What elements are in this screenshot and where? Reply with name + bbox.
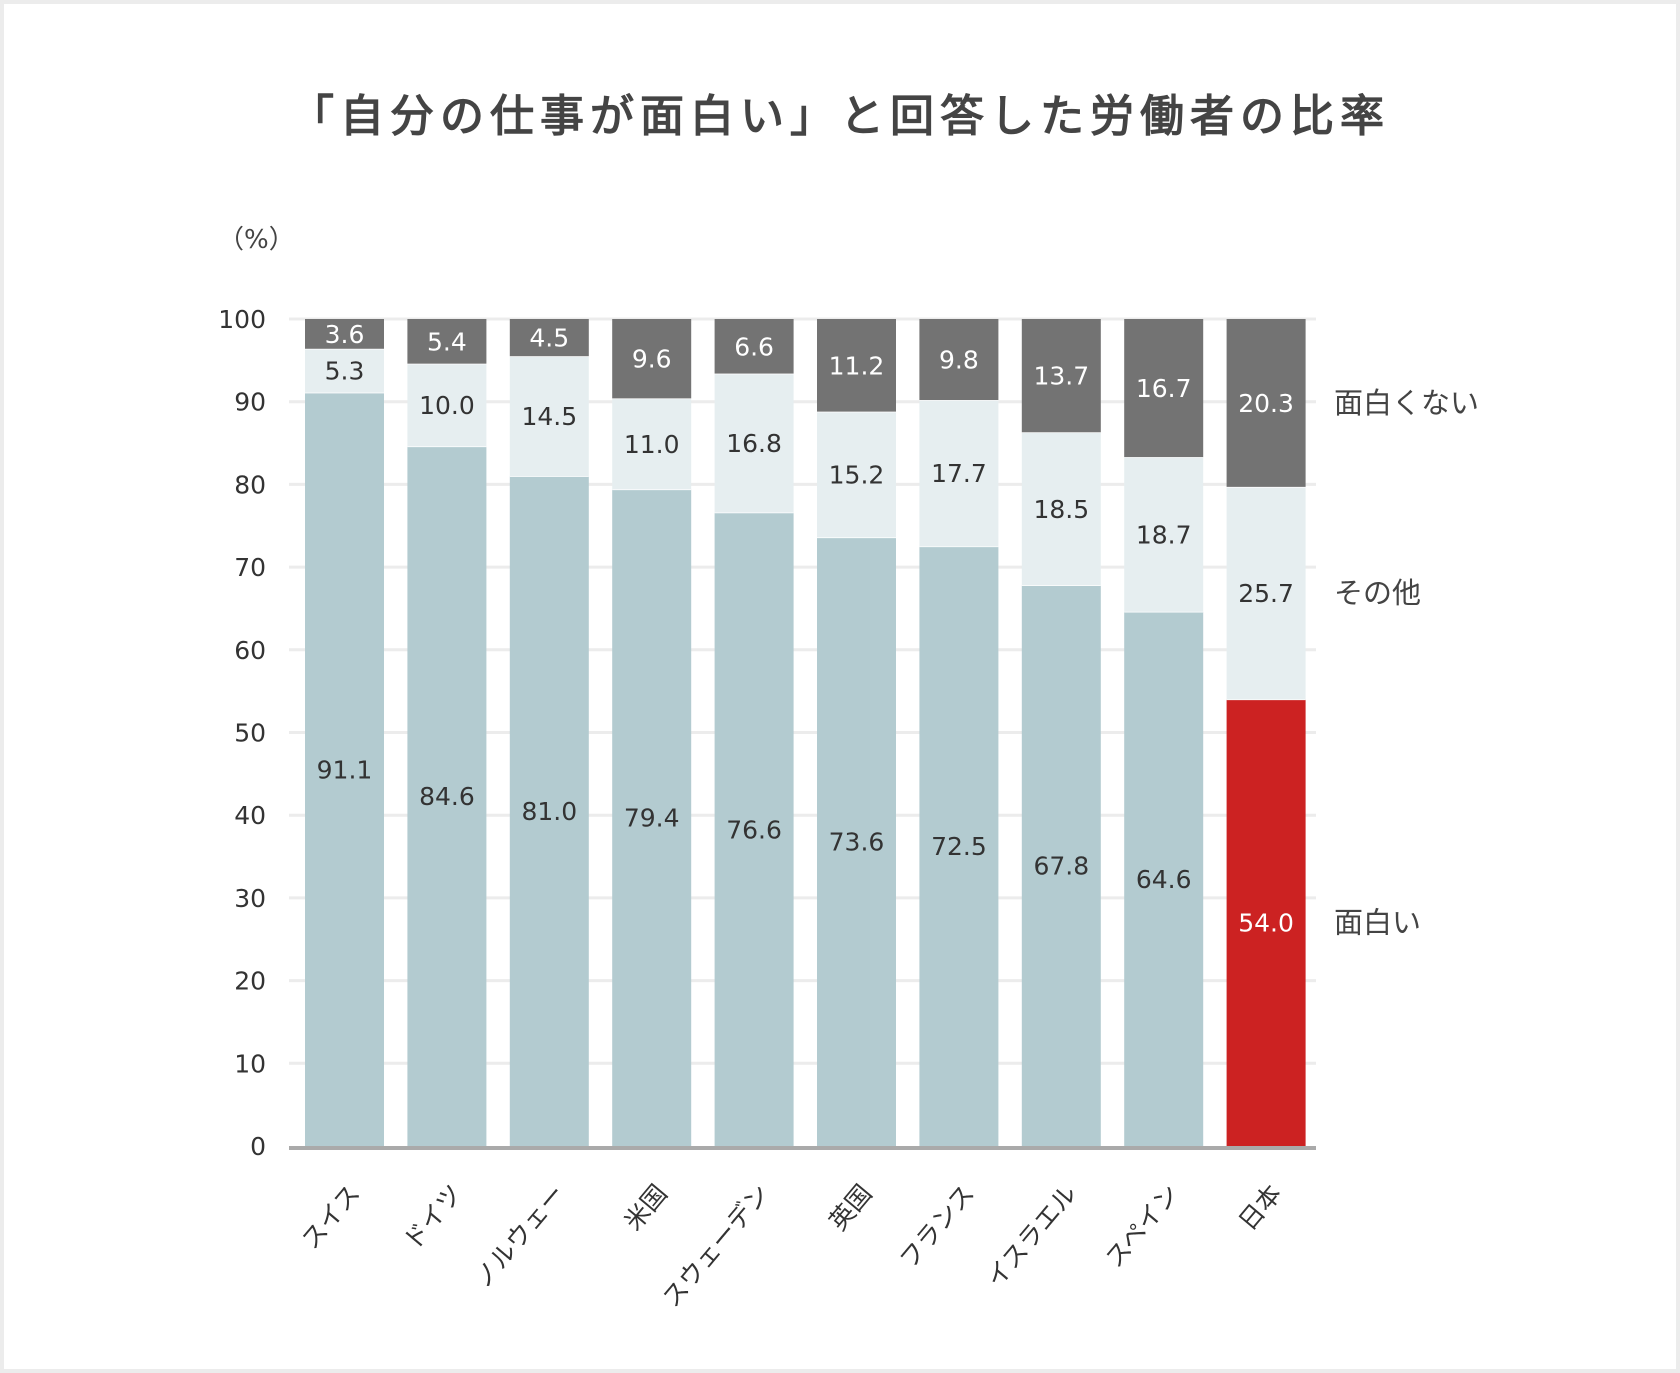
bar-segment: [1124, 457, 1204, 612]
bar-segment: [919, 400, 999, 547]
y-axis-label: （%）: [218, 225, 295, 255]
y-tick-label: 50: [234, 719, 266, 748]
bar-segment: [919, 546, 999, 1146]
bar-segment: [714, 319, 794, 374]
x-tick-label: イスラエル: [980, 1179, 1082, 1293]
data-label: 11.0: [624, 430, 680, 459]
data-label: 11.2: [829, 351, 885, 380]
data-label: 67.8: [1033, 852, 1089, 881]
bar-segment: [1021, 319, 1101, 433]
data-label: 73.6: [829, 828, 885, 857]
x-tick-label: スイス: [296, 1179, 366, 1255]
data-label: 6.6: [734, 332, 774, 361]
bar-segment: [1226, 486, 1306, 700]
data-label: 79.4: [624, 804, 680, 833]
bar-segment: [817, 537, 896, 1146]
y-tick-label: 10: [234, 1049, 266, 1078]
y-tick-label: 100: [218, 305, 266, 334]
x-tick-label: スペイン: [1100, 1179, 1185, 1273]
x-tick-label: ドイツ: [398, 1179, 468, 1255]
data-label: 9.6: [632, 345, 672, 374]
data-label: 64.6: [1136, 865, 1192, 894]
data-label: 81.0: [521, 797, 577, 826]
data-label: 54.0: [1238, 909, 1294, 938]
bar-segment: [305, 348, 384, 393]
legend-label: 面白くない: [1334, 386, 1479, 420]
y-tick-label: 70: [234, 553, 266, 582]
data-label: 10.0: [419, 391, 475, 420]
bar-segment: [919, 319, 999, 401]
bar-segment: [714, 373, 794, 513]
y-tick-label: 80: [234, 470, 266, 499]
bar-segment: [509, 476, 589, 1146]
bar-segment: [612, 319, 692, 399]
data-label: 91.1: [317, 755, 373, 784]
chart-title: 「自分の仕事が面白い」と回答した労働者の比率: [290, 91, 1390, 142]
x-tick-label: フランス: [894, 1179, 980, 1274]
bar-segment: [1124, 319, 1204, 458]
bar-segment: [407, 446, 487, 1146]
bar-segment: [407, 363, 487, 447]
bar-segment: [612, 398, 692, 490]
data-label: 5.4: [427, 327, 467, 356]
bar-segment: [817, 411, 896, 538]
data-label: 18.7: [1136, 520, 1192, 549]
bar-segment: [305, 392, 384, 1146]
bar-segment: [1124, 611, 1204, 1146]
y-tick-label: 30: [234, 884, 266, 913]
x-tick-label: 日本: [1233, 1179, 1287, 1236]
data-label: 18.5: [1033, 495, 1089, 524]
bar-segment: [1021, 432, 1101, 586]
legend-label: 面白い: [1334, 906, 1421, 940]
bar-segment: [1021, 585, 1101, 1146]
bar-segment: [817, 319, 896, 412]
data-label: 20.3: [1238, 389, 1294, 418]
data-label: 3.6: [325, 320, 365, 349]
x-tick-label: スウェーデン: [657, 1179, 776, 1313]
data-label: 84.6: [419, 782, 475, 811]
y-tick-label: 90: [234, 388, 266, 417]
bar-segment: [305, 319, 384, 349]
bar-segment: [1226, 319, 1306, 487]
bar-segment: [1226, 699, 1306, 1146]
y-tick-label: 40: [234, 801, 266, 830]
bar-segment: [509, 319, 589, 357]
data-label: 16.7: [1136, 374, 1192, 403]
data-label: 4.5: [529, 324, 569, 353]
bar-segment: [509, 356, 589, 477]
y-tick-label: 20: [234, 967, 266, 996]
data-label: 72.5: [931, 832, 987, 861]
bar-segment: [612, 489, 692, 1146]
x-tick-label: 米国: [619, 1179, 673, 1236]
x-tick-label: ノルウェー: [468, 1179, 571, 1293]
legend-label: その他: [1334, 576, 1421, 610]
data-label: 5.3: [325, 357, 365, 386]
data-label: 25.7: [1238, 579, 1294, 608]
data-label: 13.7: [1033, 362, 1089, 391]
data-label: 17.7: [931, 459, 987, 488]
data-label: 16.8: [726, 429, 782, 458]
y-tick-label: 0: [250, 1132, 266, 1161]
data-label: 9.8: [939, 346, 979, 375]
data-label: 76.6: [726, 815, 782, 844]
bar-segment: [714, 512, 794, 1146]
x-tick-label: 英国: [823, 1179, 877, 1236]
bar-segment: [407, 319, 487, 364]
data-label: 14.5: [521, 402, 577, 431]
y-tick-label: 60: [234, 636, 266, 665]
data-label: 15.2: [829, 460, 885, 489]
